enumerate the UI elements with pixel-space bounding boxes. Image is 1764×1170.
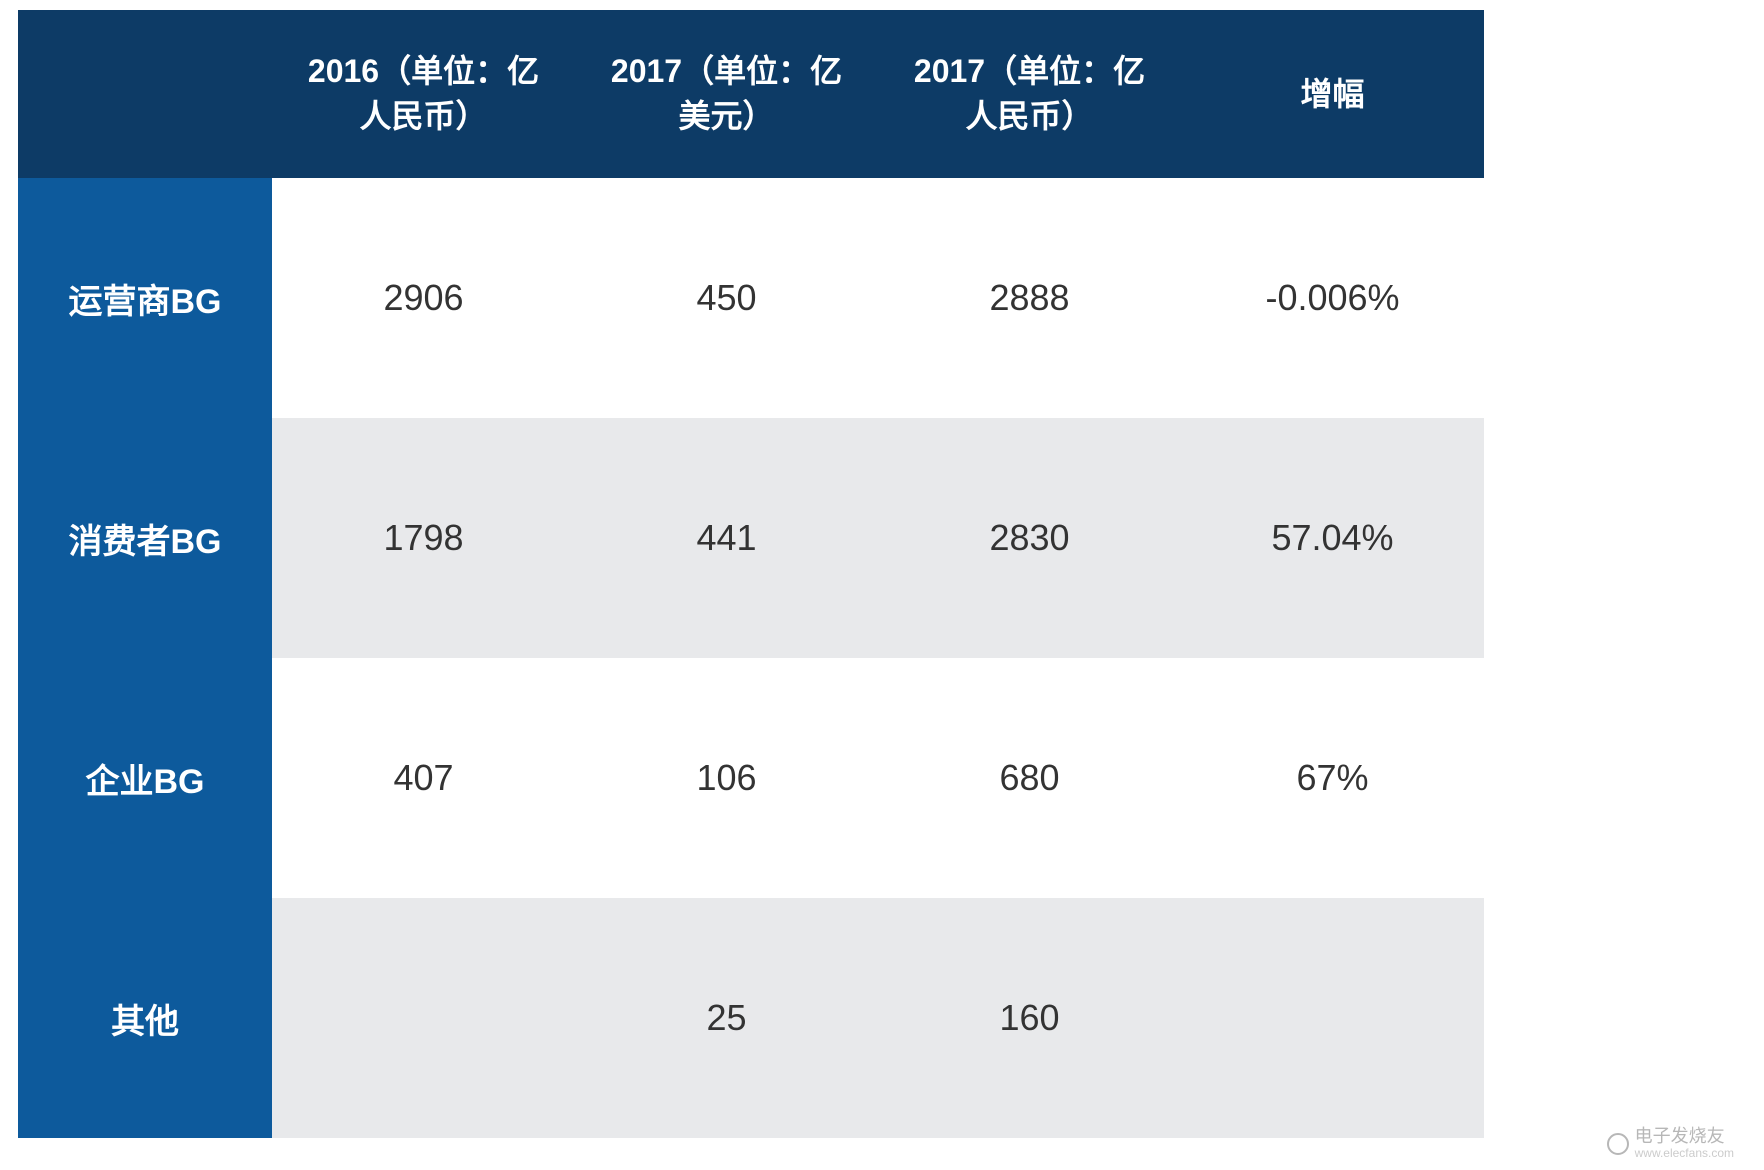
cell-value: 2888	[878, 178, 1181, 418]
header-text-line1: 2017（单位：亿	[611, 49, 842, 94]
header-col-2017-rmb: 2017（单位：亿 人民币）	[878, 29, 1181, 159]
row-label-other: 其他	[18, 898, 272, 1138]
cell-value: 160	[878, 898, 1181, 1138]
row-label-carrier-bg: 运营商BG	[18, 178, 272, 418]
cell-value: 2906	[272, 178, 575, 418]
cell-value: 2830	[878, 418, 1181, 658]
table-row: 运营商BG 2906 450 2888 -0.006%	[18, 178, 1484, 418]
header-text-line1: 增幅	[1300, 72, 1364, 117]
cell-value	[1181, 898, 1484, 1138]
cell-value: 25	[575, 898, 878, 1138]
cell-value: 407	[272, 658, 575, 898]
header-text-line1: 2016（单位：亿	[308, 49, 539, 94]
cell-value: 680	[878, 658, 1181, 898]
header-text-line1: 2017（单位：亿	[914, 49, 1145, 94]
cell-value: 1798	[272, 418, 575, 658]
header-text-line2: 人民币）	[359, 94, 487, 139]
cell-value: 57.04%	[1181, 418, 1484, 658]
header-text-line2: 人民币）	[965, 94, 1093, 139]
row-label-consumer-bg: 消费者BG	[18, 418, 272, 658]
header-col-growth: 增幅	[1181, 52, 1484, 137]
table-header-row: 2016（单位：亿 人民币） 2017（单位：亿 美元） 2017（单位：亿 人…	[18, 10, 1484, 178]
watermark-logo-icon	[1607, 1133, 1629, 1155]
cell-value: 67%	[1181, 658, 1484, 898]
cell-value: 450	[575, 178, 878, 418]
data-table: 2016（单位：亿 人民币） 2017（单位：亿 美元） 2017（单位：亿 人…	[18, 10, 1484, 1138]
watermark-sub: www.elecfans.com	[1635, 1147, 1734, 1160]
header-col-2016-rmb: 2016（单位：亿 人民币）	[272, 29, 575, 159]
cell-value: 441	[575, 418, 878, 658]
header-col-2017-usd: 2017（单位：亿 美元）	[575, 29, 878, 159]
table-row: 消费者BG 1798 441 2830 57.04%	[18, 418, 1484, 658]
table-row: 企业BG 407 106 680 67%	[18, 658, 1484, 898]
watermark: 电子发烧友 www.elecfans.com	[1607, 1127, 1734, 1160]
cell-value: 106	[575, 658, 878, 898]
header-text-line2: 美元）	[678, 94, 774, 139]
table-row: 其他 25 160	[18, 898, 1484, 1138]
cell-value	[272, 898, 575, 1138]
watermark-main: 电子发烧友	[1635, 1127, 1734, 1147]
row-label-enterprise-bg: 企业BG	[18, 658, 272, 898]
watermark-text: 电子发烧友 www.elecfans.com	[1635, 1127, 1734, 1160]
cell-value: -0.006%	[1181, 178, 1484, 418]
